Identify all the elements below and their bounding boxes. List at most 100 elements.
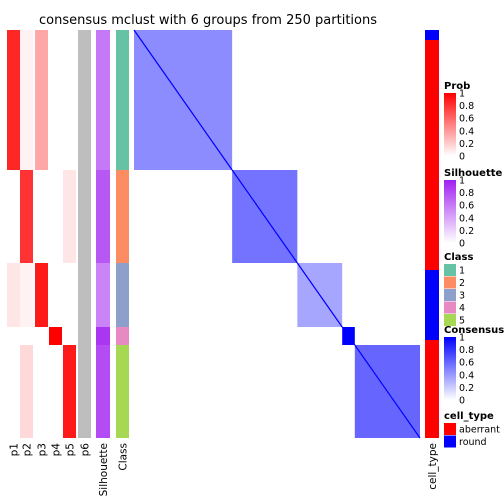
legend-item-label-class: 5: [459, 316, 465, 327]
prob-cell-p4-group-2: [49, 170, 62, 263]
legend-item-label-class: 4: [459, 303, 465, 314]
prob-cell-p6-group-2: [78, 170, 91, 263]
legend-tick-silhouette: 0.4: [459, 213, 474, 224]
prob-cell-p4-group-1: [49, 30, 62, 170]
prob-cell-p2-group-1: [20, 30, 33, 170]
legend-tick-silhouette: 0.6: [459, 201, 474, 212]
legend-tick-prob: 0.4: [459, 126, 474, 137]
legend-title-prob: Prob: [444, 81, 470, 92]
legends: Prob10.80.60.40.20Silhouette10.80.60.40.…: [444, 81, 504, 448]
legend-colorbar-prob: [444, 93, 456, 156]
annotation-columns: [7, 30, 129, 438]
column-labels: p1 p2 p3 p4 p5 p6 Silhouette Class cell_type: [9, 443, 440, 497]
prob-cell-p5-group-1: [63, 30, 76, 170]
cell-type-round-segment: [425, 270, 439, 340]
cell-type-round-segment: [425, 30, 439, 40]
legend-swatch-class: [444, 314, 456, 326]
silhouette-cell-group-5: [96, 345, 110, 438]
legend-tick-consensus: 0.6: [459, 358, 474, 369]
prob-cell-p1-group-5: [7, 345, 20, 438]
legend-title-silhouette: Silhouette: [444, 168, 503, 179]
legend-tick-prob: 0.2: [459, 139, 474, 150]
legend-swatch-class: [444, 264, 456, 276]
column-label-p6: p6: [80, 443, 92, 457]
column-label-p4: p4: [51, 443, 63, 457]
legend-item-label-class: 1: [459, 266, 465, 277]
legend-tick-prob: 1: [459, 89, 465, 100]
legend-swatch-class: [444, 276, 456, 289]
legend-colorbar-consensus: [444, 337, 456, 400]
prob-cell-p4-group-5: [49, 345, 62, 438]
legend-tick-consensus: 1: [459, 333, 465, 344]
column-label-p2: p2: [22, 443, 34, 456]
legend-item-label-class: 2: [459, 278, 465, 289]
prob-cell-p1-group-4: [7, 327, 20, 345]
prob-cell-p6-group-1: [78, 30, 91, 170]
column-label-cell-type: cell_type: [427, 443, 439, 490]
prob-cell-p6-group-4: [78, 327, 91, 345]
prob-cell-p4-group-3: [49, 263, 62, 327]
silhouette-cell-group-4: [96, 327, 110, 345]
class-cell-group-5: [116, 345, 129, 438]
consensus-diagonal-group-2: [231, 169, 298, 264]
legend-tick-prob: 0.6: [459, 114, 474, 125]
legend-item-label-cell_type: aberrant: [459, 425, 500, 436]
prob-cell-p6-group-3: [78, 263, 91, 327]
legend-title-class: Class: [444, 252, 473, 263]
column-label-p3: p3: [37, 443, 49, 456]
prob-cell-p1-group-1: [7, 30, 20, 170]
legend-tick-prob: 0: [459, 152, 465, 163]
legend-tick-silhouette: 0.8: [459, 188, 474, 199]
prob-cell-p1-group-3: [7, 263, 20, 327]
legend-swatch-class: [444, 289, 456, 301]
silhouette-cell-group-2: [96, 170, 110, 263]
cell-type-annotation: [425, 30, 439, 438]
prob-cell-p2-group-3: [20, 263, 33, 327]
legend-tick-consensus: 0.8: [459, 345, 474, 356]
column-label-p1: p1: [9, 443, 21, 456]
prob-cell-p2-group-5: [20, 345, 33, 438]
silhouette-cell-group-1: [96, 30, 110, 170]
legend-tick-silhouette: 0: [459, 239, 465, 250]
class-cell-group-1: [116, 30, 129, 170]
column-label-class: Class: [118, 443, 130, 471]
prob-cell-p3-group-5: [35, 345, 48, 438]
prob-cell-p5-group-2: [63, 170, 76, 263]
legend-item-label-class: 3: [459, 291, 465, 302]
consensus-diagonal-group-1: [133, 29, 233, 171]
legend-tick-consensus: 0: [459, 396, 465, 407]
prob-cell-p2-group-2: [20, 170, 33, 263]
prob-cell-p3-group-2: [35, 170, 48, 263]
prob-cell-p2-group-4: [20, 327, 33, 345]
prob-cell-p6-group-5: [78, 345, 91, 438]
prob-cell-p5-group-5: [63, 345, 76, 438]
consensus-diagonal-group-5: [354, 344, 421, 439]
prob-cell-p3-group-4: [35, 327, 48, 345]
silhouette-cell-group-3: [96, 263, 110, 327]
legend-tick-silhouette: 1: [459, 176, 465, 187]
legend-item-label-cell_type: round: [459, 437, 487, 448]
prob-cell-p3-group-3: [35, 263, 48, 327]
consensus-diagonal-group-3: [296, 262, 343, 328]
legend-tick-consensus: 0.2: [459, 383, 474, 394]
legend-swatch-cell_type: [444, 423, 456, 435]
legend-tick-prob: 0.8: [459, 101, 474, 112]
cell-type-column: [425, 30, 439, 438]
legend-class: Class 12 34 5: [444, 252, 473, 327]
legend-tick-silhouette: 0.2: [459, 226, 474, 237]
legend-title-cell_type: cell_type: [444, 411, 494, 422]
prob-cell-p3-group-1: [35, 30, 48, 170]
class-cell-group-4: [116, 327, 129, 345]
legend-swatch-cell_type: [444, 435, 456, 448]
class-cell-group-2: [116, 170, 129, 263]
class-cell-group-3: [116, 263, 129, 327]
chart-title: consensus mclust with 6 groups from 250 …: [39, 13, 377, 28]
column-label-p5: p5: [65, 443, 77, 456]
prob-cell-p5-group-4: [63, 327, 76, 345]
legend-tick-consensus: 0.4: [459, 370, 474, 381]
legend-title-consensus: Consensus: [444, 325, 504, 336]
